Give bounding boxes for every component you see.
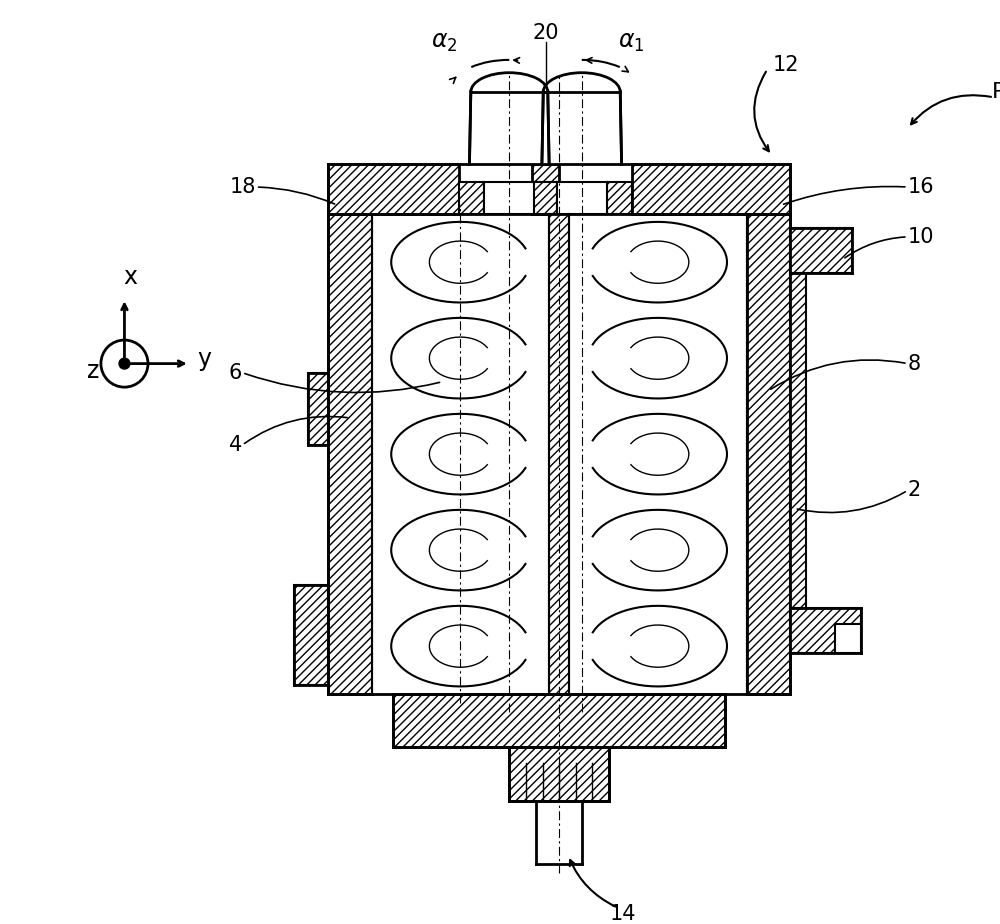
Circle shape [119,359,130,369]
Text: x: x [123,265,137,289]
Polygon shape [542,92,622,164]
Text: 2: 2 [908,480,921,501]
Polygon shape [294,586,328,685]
Polygon shape [393,694,725,747]
Text: $\alpha_1$: $\alpha_1$ [618,30,645,55]
Polygon shape [532,183,557,214]
Polygon shape [790,274,806,608]
Polygon shape [747,214,790,694]
Polygon shape [790,608,861,653]
Text: y: y [197,347,211,371]
Polygon shape [534,183,559,214]
Bar [557,183,607,214]
Text: 10: 10 [908,226,934,247]
Text: 8: 8 [908,354,921,373]
Polygon shape [459,183,484,214]
Polygon shape [328,214,372,694]
Bar [484,183,534,214]
Text: P: P [992,82,1000,102]
Polygon shape [607,183,632,214]
Text: 18: 18 [229,177,256,197]
Polygon shape [509,747,609,801]
Text: 4: 4 [229,435,242,456]
Text: $\alpha_2$: $\alpha_2$ [431,30,457,55]
Text: 6: 6 [229,362,242,383]
Polygon shape [790,228,852,274]
Bar [372,214,549,694]
Text: 14: 14 [609,905,636,924]
Bar [835,625,861,653]
Text: 16: 16 [908,177,934,197]
Text: 20: 20 [532,23,559,43]
Polygon shape [532,164,559,214]
Polygon shape [469,92,549,164]
Polygon shape [549,214,569,694]
Polygon shape [328,164,459,214]
Polygon shape [308,372,328,445]
Polygon shape [632,164,790,214]
Text: 12: 12 [772,55,799,75]
Text: z: z [87,359,99,383]
Bar [569,214,747,694]
